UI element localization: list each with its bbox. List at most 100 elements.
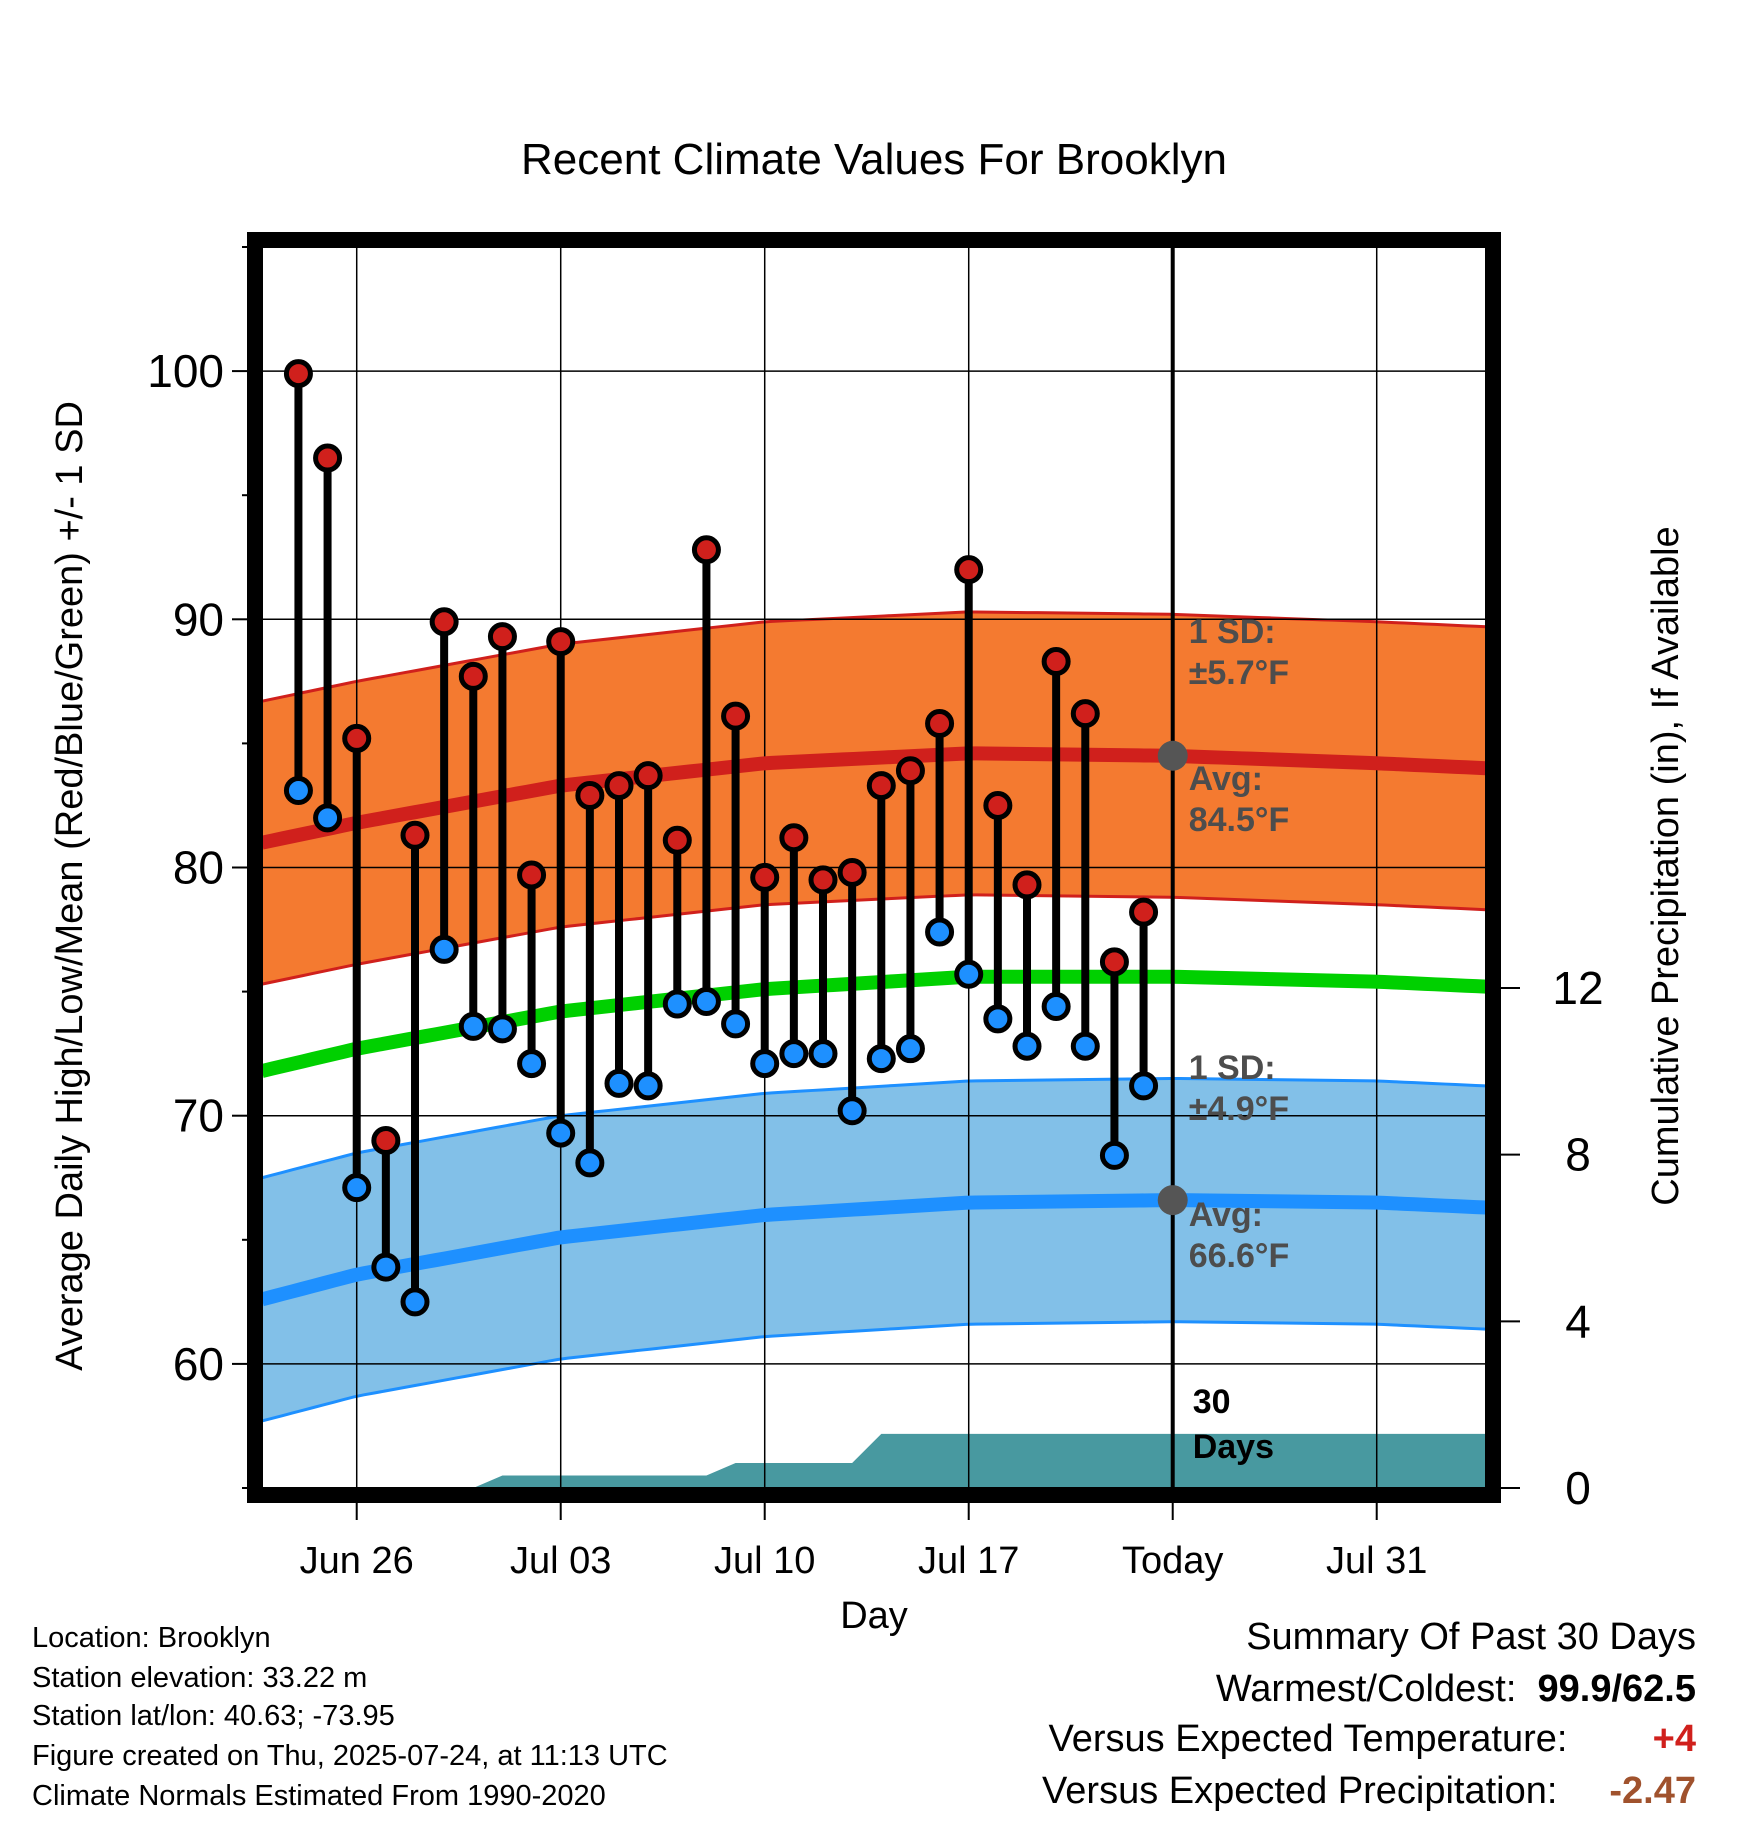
low-point [691, 987, 721, 1017]
high-point [283, 359, 313, 389]
y2-tick-label: 8 [1565, 1129, 1591, 1181]
low-point [517, 1049, 547, 1079]
high-point [983, 790, 1013, 820]
summary-precip-value: -2.47 [1609, 1770, 1696, 1812]
high-sd-lower-line [261, 893, 1487, 986]
days-unit-label: Days [1193, 1428, 1274, 1466]
high-sd-value: ±5.7°F [1189, 654, 1289, 692]
low-point [1070, 1031, 1100, 1061]
low-point [662, 989, 692, 1019]
summary-temp-value: +4 [1652, 1718, 1696, 1760]
high-point [779, 823, 809, 853]
y-tick-label: 90 [173, 593, 224, 645]
y-tick-label: 80 [173, 842, 224, 894]
low-sd-label: 1 SD: [1189, 1049, 1276, 1087]
x-tick-label: Today [1122, 1540, 1223, 1582]
low-avg-value: 66.6°F [1189, 1237, 1290, 1275]
high-point [575, 781, 605, 811]
low-point [895, 1034, 925, 1064]
low-point [837, 1096, 867, 1126]
high-sd-upper-line [261, 610, 1487, 703]
y-axis-label: Average Daily High/Low/Mean (Red/Blue/Gr… [49, 401, 91, 1371]
high-point [1041, 646, 1071, 676]
chart-title: Recent Climate Values For Brooklyn [521, 135, 1227, 184]
low-sd-value: ±4.9°F [1189, 1090, 1289, 1128]
low-avg-label: Avg: [1189, 1196, 1263, 1234]
low-avg-line [260, 1193, 1487, 1307]
high-point [604, 771, 634, 801]
footer-created: Figure created on Thu, 2025-07-24, at 11… [32, 1740, 668, 1772]
x-tick-label: Jul 10 [714, 1540, 815, 1582]
high-avg-today-marker [1157, 740, 1188, 771]
low-point [1129, 1071, 1159, 1101]
high-avg-value: 84.5°F [1189, 801, 1290, 839]
summary-precip-label: Versus Expected Precipitation: [1042, 1770, 1558, 1812]
high-point [866, 771, 896, 801]
summary-precip: Versus Expected Precipitation: -2.47 [1042, 1770, 1696, 1813]
high-point [633, 761, 663, 791]
low-point [1012, 1031, 1042, 1061]
low-point [808, 1039, 838, 1069]
y-tick-label: 60 [173, 1338, 224, 1390]
low-point [1041, 991, 1071, 1021]
low-point [721, 1009, 751, 1039]
high-point [342, 723, 372, 753]
high-point [517, 860, 547, 890]
low-point [954, 959, 984, 989]
footer-normals: Climate Normals Estimated From 1990-2020 [32, 1780, 606, 1812]
high-point [925, 709, 955, 739]
high-point [1099, 947, 1129, 977]
high-point [371, 1126, 401, 1156]
low-point [1099, 1140, 1129, 1170]
footer-elevation: Station elevation: 33.22 m [32, 1662, 368, 1694]
days-count-label: 30 [1193, 1383, 1231, 1421]
high-point [837, 857, 867, 887]
summary-title: Summary Of Past 30 Days [1246, 1616, 1696, 1658]
low-point [983, 1004, 1013, 1034]
y2-tick-label: 4 [1565, 1295, 1591, 1347]
y2-tick-label: 12 [1552, 962, 1603, 1014]
high-point [429, 607, 459, 637]
x-axis-label: Day [840, 1595, 908, 1637]
y-tick-label: 100 [147, 345, 224, 397]
low-sd-upper-line [261, 1077, 1487, 1180]
footer-location: Location: Brooklyn [32, 1622, 271, 1654]
high-point [721, 701, 751, 731]
high-point [546, 627, 576, 657]
low-point [400, 1287, 430, 1317]
high-avg-label: Avg: [1189, 760, 1263, 798]
low-point [604, 1068, 634, 1098]
x-tick-label: Jul 03 [510, 1540, 611, 1582]
low-point [283, 776, 313, 806]
high-point [487, 622, 517, 652]
summary-warm-cold-value: 99.9/62.5 [1537, 1668, 1696, 1710]
y2-tick-label: 0 [1565, 1462, 1591, 1514]
low-point [458, 1011, 488, 1041]
low-point [429, 934, 459, 964]
high-point [458, 661, 488, 691]
low-point [487, 1014, 517, 1044]
summary-warm-cold: Warmest/Coldest: 99.9/62.5 [1216, 1668, 1696, 1711]
low-sd-band [262, 1078, 1486, 1421]
y-tick-label: 70 [173, 1090, 224, 1142]
low-sd-lower-line [261, 1320, 1487, 1423]
summary-temp-label: Versus Expected Temperature: [1048, 1718, 1568, 1760]
high-point [1070, 699, 1100, 729]
high-sd-label: 1 SD: [1189, 613, 1276, 651]
x-tick-label: Jul 31 [1326, 1540, 1427, 1582]
plot-frame [247, 232, 1501, 1503]
low-avg-today-marker [1157, 1185, 1188, 1216]
high-point [954, 555, 984, 585]
low-point [371, 1252, 401, 1282]
low-point [342, 1173, 372, 1203]
high-point [691, 535, 721, 565]
footer-latlon: Station lat/lon: 40.63; -73.95 [32, 1700, 395, 1732]
high-point [662, 825, 692, 855]
x-tick-label: Jun 26 [300, 1540, 414, 1582]
summary-temp: Versus Expected Temperature: +4 [1049, 1718, 1696, 1761]
low-point [925, 917, 955, 947]
high-point [1129, 897, 1159, 927]
high-point [808, 865, 838, 895]
high-point [313, 443, 343, 473]
